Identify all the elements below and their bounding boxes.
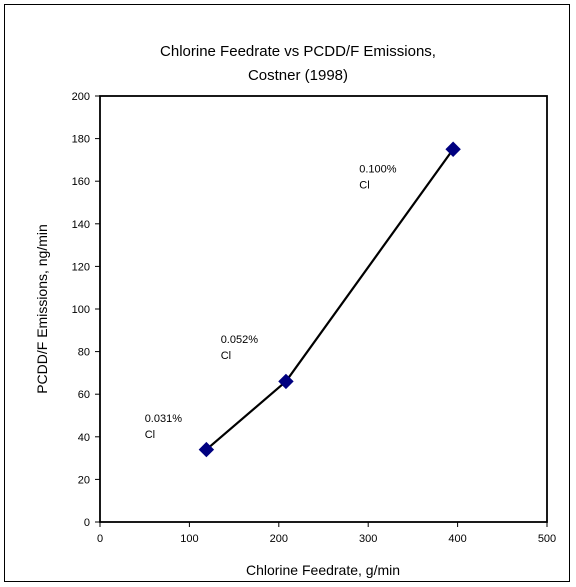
- x-axis-label: Chlorine Feedrate, g/min: [246, 562, 400, 578]
- annotations-group: 0.031% Cl 0.052% Cl 0.100% Cl: [145, 164, 397, 441]
- y-tick-label: 40: [78, 432, 90, 444]
- annotation-element: Cl: [221, 350, 231, 362]
- y-tick-label: 100: [72, 304, 90, 316]
- x-tick-label: 400: [448, 533, 466, 545]
- data-point-marker: [278, 373, 294, 390]
- data-point-marker: [198, 441, 215, 458]
- y-tick-label: 60: [78, 389, 90, 401]
- y-tick-label: 200: [72, 91, 90, 103]
- annotation-percent: 0.100%: [359, 164, 397, 176]
- x-tick-label: 300: [359, 533, 377, 545]
- x-tick-label: 100: [180, 533, 198, 545]
- chart-subtitle: Costner (1998): [248, 67, 348, 84]
- y-tick-label: 120: [72, 261, 90, 273]
- x-tick-label: 0: [97, 533, 103, 545]
- x-tick-label: 200: [270, 533, 288, 545]
- y-axis-label: PCDD/F Emissions, ng/min: [34, 224, 50, 394]
- series-line: [205, 148, 455, 451]
- chart-svg: Chlorine Feedrate vs PCDD/F Emissions, C…: [34, 43, 557, 578]
- x-tick-label: 500: [538, 533, 556, 545]
- chart-title: Chlorine Feedrate vs PCDD/F Emissions,: [160, 43, 436, 60]
- y-tick-label: 140: [72, 219, 90, 231]
- y-tick-label: 0: [84, 517, 90, 529]
- annotation-element: Cl: [359, 180, 369, 192]
- y-tick-label: 180: [72, 134, 90, 146]
- y-tick-label: 160: [72, 176, 90, 188]
- annotation-percent: 0.031%: [145, 413, 183, 425]
- y-tick-label: 20: [78, 474, 90, 486]
- chart-frame: Chlorine Feedrate vs PCDD/F Emissions, C…: [4, 4, 570, 582]
- series-group: [198, 141, 461, 458]
- plot-area: [99, 95, 548, 523]
- y-tick-label: 80: [78, 347, 90, 359]
- annotation-percent: 0.052%: [221, 334, 259, 346]
- data-point-marker: [445, 141, 461, 157]
- annotation-element: Cl: [145, 429, 155, 441]
- axis-ticks: 0 100 200 300 400 500 0 20 40 60 80 100 120 140 160 180…: [72, 91, 557, 545]
